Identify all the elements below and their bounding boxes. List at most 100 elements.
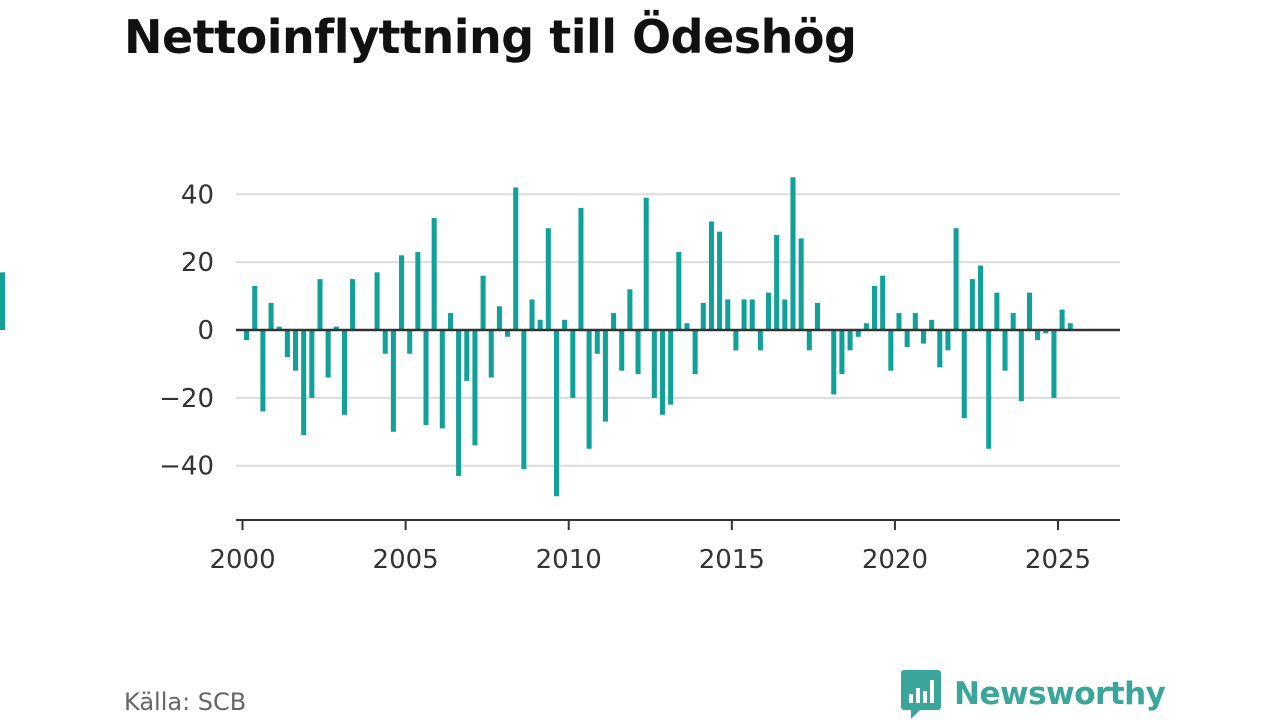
- bar: [276, 326, 282, 330]
- bar: [855, 330, 861, 337]
- bar: [545, 228, 551, 330]
- chart-title: Nettoinflyttning till Ödeshög: [124, 10, 857, 64]
- bar: [692, 330, 698, 375]
- bar: [602, 330, 608, 422]
- brand-logo: Newsworthy: [900, 668, 1166, 720]
- bar: [480, 275, 486, 330]
- bar: [537, 319, 543, 330]
- bar: [382, 330, 388, 354]
- bar: [765, 292, 772, 330]
- bar: [472, 330, 478, 446]
- bar: [635, 330, 641, 375]
- bar: [1035, 330, 1041, 341]
- bar: [1010, 313, 1016, 330]
- bar: [488, 330, 494, 378]
- bar: [749, 299, 755, 330]
- bar: [888, 330, 894, 371]
- bar: [1043, 330, 1049, 334]
- y-tick-label: −20: [159, 384, 214, 414]
- bar: [929, 319, 935, 330]
- bar: [260, 330, 266, 412]
- bar: [284, 330, 290, 358]
- bar: [986, 330, 992, 449]
- bar: [1059, 309, 1065, 330]
- bar: [668, 330, 674, 405]
- bar: [757, 330, 763, 351]
- bar: [374, 272, 380, 330]
- bar: [994, 292, 1000, 330]
- bar: [529, 299, 535, 330]
- bar: [570, 330, 576, 398]
- bar: [505, 330, 511, 337]
- bar: [1067, 323, 1073, 330]
- bar: [806, 330, 812, 351]
- bar: [659, 330, 666, 415]
- bar: [325, 330, 331, 378]
- bar-chart: −40 −20 0 20 40 2000 2005 2010 2015 2020 2025: [0, 177, 1120, 575]
- bar: [268, 302, 274, 330]
- y-tick-label: 0: [197, 316, 214, 346]
- bar: [798, 238, 804, 330]
- bar: [774, 235, 780, 330]
- bar: [341, 330, 347, 415]
- bar: [390, 330, 396, 432]
- bar: [333, 326, 339, 330]
- bar: [708, 221, 714, 330]
- bar: [717, 231, 723, 330]
- bar: [1051, 330, 1057, 398]
- bar: [1026, 292, 1033, 330]
- bar: [586, 330, 592, 449]
- bar: [741, 299, 747, 330]
- bar: [863, 323, 869, 330]
- bar: [969, 279, 975, 330]
- x-tick-label: 2010: [536, 545, 602, 575]
- bar: [733, 330, 739, 351]
- bar: [651, 330, 657, 398]
- bar: [831, 330, 837, 395]
- bar: [790, 177, 796, 330]
- bar: [953, 228, 959, 330]
- bar: [350, 279, 356, 330]
- bar: [399, 255, 405, 330]
- brand-name: Newsworthy: [954, 676, 1166, 712]
- bars: [0, 177, 1073, 497]
- bar: [880, 275, 886, 330]
- bar: [872, 285, 878, 330]
- bar: [1018, 330, 1024, 402]
- bar: [293, 330, 299, 371]
- x-tick-label: 2005: [373, 545, 439, 575]
- bar: [782, 299, 788, 330]
- bar: [252, 285, 258, 330]
- bar: [627, 289, 633, 330]
- bar: [301, 330, 307, 436]
- bar: [447, 313, 454, 330]
- bar: [317, 279, 323, 330]
- bar: [0, 272, 6, 330]
- bar: [1002, 330, 1008, 371]
- bar: [912, 313, 918, 330]
- bar: [415, 251, 421, 330]
- bar: [920, 330, 926, 344]
- bar: [244, 330, 250, 341]
- bar: [521, 330, 527, 470]
- bar: [945, 330, 951, 351]
- bar: [456, 330, 462, 476]
- x-tick-label: 2025: [1025, 545, 1091, 575]
- x-tick-label: 2000: [209, 545, 275, 575]
- bar: [676, 251, 682, 330]
- bar: [847, 330, 853, 351]
- y-tick-label: 20: [181, 248, 214, 278]
- y-axis-tick-labels: −40 −20 0 20 40: [159, 180, 214, 481]
- bar: [553, 330, 560, 497]
- x-axis-ticks: 2000 2005 2010 2015 2020 2025: [209, 519, 1120, 575]
- newsworthy-logo-icon: [901, 670, 941, 719]
- bar: [611, 313, 617, 330]
- bar: [513, 187, 519, 330]
- bar: [643, 197, 649, 330]
- bar: [725, 299, 731, 330]
- bar: [594, 330, 600, 354]
- bar: [904, 330, 910, 347]
- bar: [496, 306, 502, 330]
- bar: [423, 330, 429, 425]
- y-tick-label: 40: [181, 180, 214, 210]
